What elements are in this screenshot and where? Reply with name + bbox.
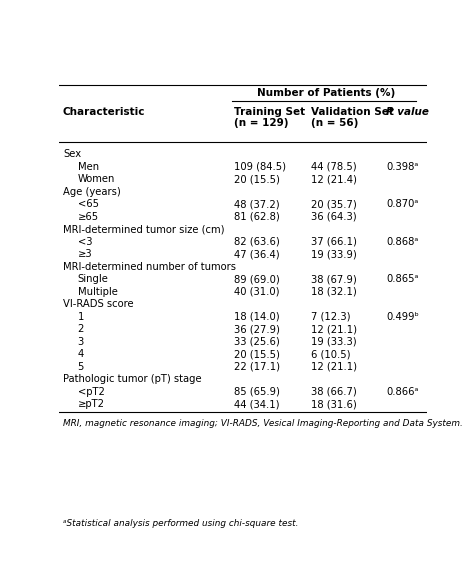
Text: Characteristic: Characteristic <box>63 107 146 117</box>
Text: 22 (17.1): 22 (17.1) <box>234 361 280 372</box>
Text: 4: 4 <box>78 349 84 359</box>
Text: ≥3: ≥3 <box>78 249 92 259</box>
Text: ≥65: ≥65 <box>78 211 99 222</box>
Text: <pT2: <pT2 <box>78 386 104 397</box>
Text: 82 (63.6): 82 (63.6) <box>234 237 280 247</box>
Text: 0.499ᵇ: 0.499ᵇ <box>386 312 419 321</box>
Text: MRI-determined tumor size (cm): MRI-determined tumor size (cm) <box>63 224 224 234</box>
Text: Number of Patients (%): Number of Patients (%) <box>257 88 396 98</box>
Text: 44 (34.1): 44 (34.1) <box>234 399 279 409</box>
Text: 0.865ᵃ: 0.865ᵃ <box>386 274 419 284</box>
Text: 20 (15.5): 20 (15.5) <box>234 349 280 359</box>
Text: ᵃStatistical analysis performed using chi-square test.: ᵃStatistical analysis performed using ch… <box>63 519 299 528</box>
Text: Sex: Sex <box>63 149 81 159</box>
Text: 0.870ᵃ: 0.870ᵃ <box>386 199 419 209</box>
Text: <3: <3 <box>78 237 92 247</box>
Text: 36 (27.9): 36 (27.9) <box>234 324 280 334</box>
Text: 19 (33.9): 19 (33.9) <box>311 249 356 259</box>
Text: Men: Men <box>78 162 99 172</box>
Text: 89 (69.0): 89 (69.0) <box>234 274 280 284</box>
Text: 12 (21.1): 12 (21.1) <box>311 324 357 334</box>
Text: Training Set
(n = 129): Training Set (n = 129) <box>234 107 305 128</box>
Text: 20 (35.7): 20 (35.7) <box>311 199 356 209</box>
Text: VI-RADS score: VI-RADS score <box>63 299 134 309</box>
Text: 44 (78.5): 44 (78.5) <box>311 162 356 172</box>
Text: 20 (15.5): 20 (15.5) <box>234 174 280 184</box>
Text: 37 (66.1): 37 (66.1) <box>311 237 357 247</box>
Text: P value: P value <box>386 107 429 117</box>
Text: ≥pT2: ≥pT2 <box>78 399 105 409</box>
Text: Women: Women <box>78 174 115 184</box>
Text: 5: 5 <box>78 361 84 372</box>
Text: Age (years): Age (years) <box>63 186 121 197</box>
Text: 1: 1 <box>78 312 84 321</box>
Text: 81 (62.8): 81 (62.8) <box>234 211 280 222</box>
Text: Multiple: Multiple <box>78 287 118 296</box>
Text: Validation Set
(n = 56): Validation Set (n = 56) <box>311 107 394 128</box>
Text: 3: 3 <box>78 337 84 347</box>
Text: Single: Single <box>78 274 109 284</box>
Text: 12 (21.1): 12 (21.1) <box>311 361 357 372</box>
Text: 47 (36.4): 47 (36.4) <box>234 249 279 259</box>
Text: 85 (65.9): 85 (65.9) <box>234 386 280 397</box>
Text: 0.866ᵃ: 0.866ᵃ <box>386 386 419 397</box>
Text: 18 (32.1): 18 (32.1) <box>311 287 356 296</box>
Text: 0.398ᵃ: 0.398ᵃ <box>386 162 419 172</box>
Text: 2: 2 <box>78 324 84 334</box>
Text: MRI-determined number of tumors: MRI-determined number of tumors <box>63 262 236 272</box>
Text: 109 (84.5): 109 (84.5) <box>234 162 286 172</box>
Text: 36 (64.3): 36 (64.3) <box>311 211 356 222</box>
Text: 7 (12.3): 7 (12.3) <box>311 312 350 321</box>
Text: MRI, magnetic resonance imaging; VI-RADS, Vesical Imaging-Reporting and Data Sys: MRI, magnetic resonance imaging; VI-RADS… <box>63 419 463 428</box>
Text: 6 (10.5): 6 (10.5) <box>311 349 350 359</box>
Text: 40 (31.0): 40 (31.0) <box>234 287 279 296</box>
Text: 18 (14.0): 18 (14.0) <box>234 312 279 321</box>
Text: 38 (67.9): 38 (67.9) <box>311 274 356 284</box>
Text: 48 (37.2): 48 (37.2) <box>234 199 279 209</box>
Text: 0.868ᵃ: 0.868ᵃ <box>386 237 419 247</box>
Text: 19 (33.3): 19 (33.3) <box>311 337 356 347</box>
Text: Pathologic tumor (pT) stage: Pathologic tumor (pT) stage <box>63 374 201 384</box>
Text: 18 (31.6): 18 (31.6) <box>311 399 356 409</box>
Text: 12 (21.4): 12 (21.4) <box>311 174 357 184</box>
Text: 33 (25.6): 33 (25.6) <box>234 337 280 347</box>
Text: 38 (66.7): 38 (66.7) <box>311 386 356 397</box>
Text: <65: <65 <box>78 199 99 209</box>
